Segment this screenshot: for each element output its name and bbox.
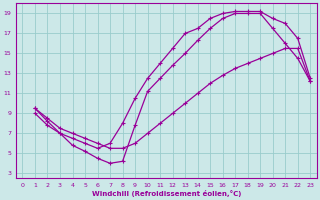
X-axis label: Windchill (Refroidissement éolien,°C): Windchill (Refroidissement éolien,°C) [92,190,241,197]
